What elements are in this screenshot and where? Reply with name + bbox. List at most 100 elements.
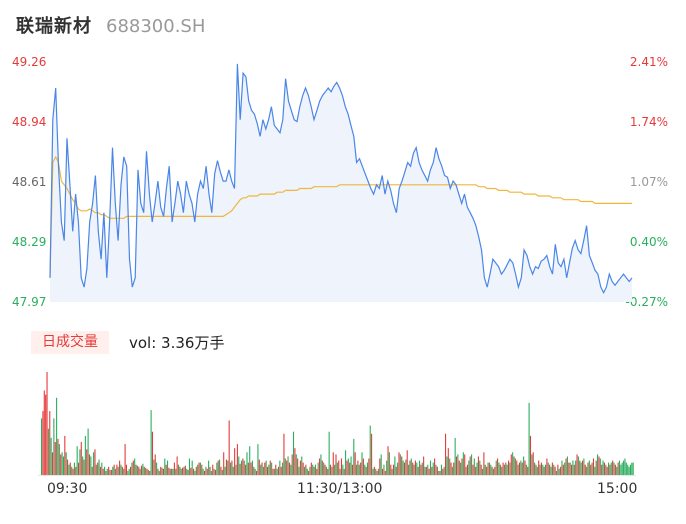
volume-bar (446, 456, 448, 475)
volume-bar (621, 462, 623, 475)
volume-bar (349, 462, 351, 475)
volume-bar (495, 460, 497, 475)
volume-bar (332, 452, 334, 475)
volume-bar (323, 462, 325, 475)
volume-bar (327, 468, 329, 475)
volume-bar (199, 462, 201, 475)
volume-bar (561, 460, 563, 475)
volume-bar (88, 454, 91, 475)
volume-bar (308, 470, 310, 475)
volume-bar (223, 452, 225, 475)
volume-bar (112, 466, 114, 475)
volume-bar (543, 466, 545, 475)
volume-bar (491, 466, 493, 475)
volume-bar (182, 467, 184, 475)
volume-bar (71, 466, 73, 475)
volume-bar (414, 460, 416, 475)
volume-bar (183, 466, 185, 475)
volume-bar (124, 444, 126, 475)
volume-bar (432, 462, 434, 475)
volume-bar (477, 456, 479, 475)
volume-bar (454, 437, 456, 475)
volume-bar (269, 460, 271, 475)
volume-bar (403, 462, 406, 475)
volume-bar (398, 452, 400, 475)
volume-bar (173, 462, 175, 475)
volume-bar (490, 464, 492, 475)
volume-bar (91, 466, 93, 475)
volume-bar (77, 462, 80, 475)
volume-bar (509, 462, 511, 475)
volume-bar (576, 454, 578, 475)
volume-bar (464, 454, 466, 475)
volume-bar (228, 420, 230, 475)
volume-bar (564, 462, 566, 475)
volume-bar (555, 470, 558, 475)
volume-bar (243, 460, 245, 475)
volume-bar (513, 456, 515, 475)
volume-bar (443, 466, 445, 475)
volume-bar (580, 462, 582, 475)
volume-bar (64, 435, 66, 475)
volume-bar (612, 460, 614, 475)
pct-tick-label: 2.41% (629, 55, 668, 69)
volume-bar (42, 411, 44, 475)
volume-bar (502, 462, 504, 475)
volume-bar (508, 460, 510, 475)
volume-bar (462, 452, 464, 475)
volume-bar (591, 462, 593, 475)
volume-bar (136, 465, 138, 475)
volume-bar (188, 458, 191, 475)
volume-bar (90, 456, 92, 475)
volume-bar (130, 466, 132, 475)
volume-bar (197, 464, 199, 475)
volume-bar (50, 437, 52, 475)
volume-bar (60, 454, 62, 475)
volume-bar (465, 466, 467, 475)
volume-bar (177, 464, 180, 475)
volume-bar (601, 464, 603, 475)
volume-bar (102, 468, 104, 475)
volume-bar (425, 466, 427, 475)
volume-bar (249, 446, 251, 475)
volume-bar (554, 466, 556, 475)
volume-bar (190, 467, 192, 475)
volume-bar (187, 469, 189, 476)
volume-bar (534, 462, 536, 475)
volume-bar (149, 470, 151, 475)
volume-bar (203, 470, 206, 475)
daily-volume-tab[interactable]: 日成交量 (31, 331, 109, 354)
volume-bar (623, 460, 625, 475)
volume-bar (607, 462, 610, 475)
volume-bar (234, 448, 236, 475)
volume-bar (254, 468, 256, 475)
volume-bar (277, 466, 280, 475)
volume-bar (517, 464, 519, 475)
volume-bar (201, 464, 203, 475)
volume-bar (128, 468, 130, 475)
volume-bar (605, 464, 607, 475)
volume-bar (239, 463, 241, 475)
volume-bar (282, 462, 284, 475)
volume-bar (466, 464, 469, 475)
volume-bar (603, 462, 605, 475)
volume-bar (224, 466, 226, 475)
volume-bar (309, 466, 311, 475)
volume-bar (132, 460, 134, 475)
volume-bar (628, 466, 630, 475)
volume-bar (540, 462, 542, 475)
volume-bar (434, 458, 436, 475)
volume-bar (208, 460, 210, 475)
volume-bar (584, 464, 586, 475)
volume-bar (256, 470, 258, 475)
stock-name: 联瑞新材 (16, 16, 92, 37)
volume-bar (440, 464, 442, 475)
volume-bar (338, 460, 340, 475)
volume-bar (424, 466, 426, 475)
volume-bar (320, 454, 322, 475)
volume-bar (80, 442, 82, 475)
volume-bar (171, 468, 173, 475)
volume-bar (167, 460, 169, 475)
volume-bar (140, 465, 143, 475)
volume-bar (473, 458, 475, 475)
